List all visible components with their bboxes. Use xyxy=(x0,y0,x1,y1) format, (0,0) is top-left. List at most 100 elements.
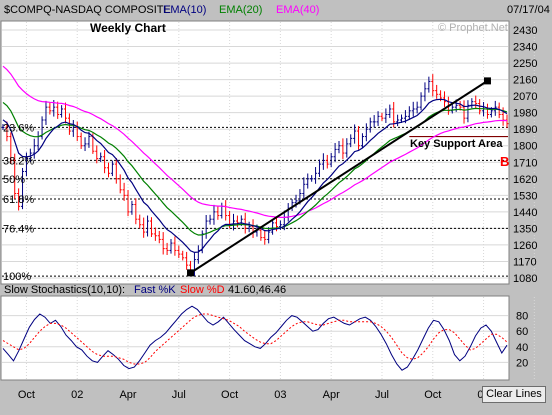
price-bar xyxy=(474,95,478,109)
ema20-legend: EMA(20) xyxy=(219,4,262,16)
fib-level-label: 50% xyxy=(3,174,25,186)
price-bar xyxy=(360,133,364,149)
price-bar xyxy=(462,100,466,124)
stochastic-title: Slow Stochastics(10,10): xyxy=(4,284,125,296)
key-support-label: Key Support Area xyxy=(410,138,503,150)
price-bar xyxy=(415,101,419,114)
price-bar xyxy=(333,142,337,162)
price-bar xyxy=(384,108,388,124)
price-bar xyxy=(114,158,118,184)
stochastic-tick-label: 60 xyxy=(516,326,528,338)
price-bar xyxy=(302,177,306,200)
price-bar xyxy=(427,76,431,93)
trendline-end-handle[interactable] xyxy=(483,77,491,85)
time-tick-label: Oct xyxy=(221,389,238,401)
price-bar xyxy=(400,114,404,123)
price-bar xyxy=(212,204,216,225)
price-bar xyxy=(5,121,9,142)
price-bar xyxy=(1,124,5,131)
trendline-start-handle[interactable] xyxy=(187,269,195,277)
price-bar xyxy=(376,111,380,126)
price-bar xyxy=(216,206,220,220)
price-bar xyxy=(83,137,87,152)
price-bar xyxy=(157,230,161,244)
chart-title: $COMPQ-NASDAQ COMPOSITE xyxy=(4,4,171,16)
trendline[interactable] xyxy=(189,80,489,274)
time-tick-label: Jul xyxy=(172,389,186,401)
stochastic-tick-label: 80 xyxy=(516,311,528,323)
price-bar xyxy=(138,214,142,229)
price-bar xyxy=(13,153,17,199)
price-bar xyxy=(314,167,318,184)
price-bar xyxy=(165,242,169,256)
price-bar xyxy=(71,120,75,137)
chart-date: 07/17/04 xyxy=(507,4,550,16)
time-tick-label: 03 xyxy=(274,389,286,401)
price-bar xyxy=(75,121,79,142)
fast-k-line xyxy=(2,305,508,371)
price-bar xyxy=(466,100,470,123)
price-bar xyxy=(423,82,427,102)
trendline-group[interactable] xyxy=(187,77,491,277)
fib-level-label: 100% xyxy=(3,271,31,283)
price-bar xyxy=(380,112,384,121)
price-bar xyxy=(177,245,181,259)
price-bar xyxy=(9,132,13,164)
point-b-label: B xyxy=(500,154,509,169)
price-bar xyxy=(263,230,267,245)
price-bar xyxy=(267,227,271,244)
price-tick-label: 1710 xyxy=(513,157,537,169)
price-tick-label: 2070 xyxy=(513,91,537,103)
price-tick-label: 2340 xyxy=(513,42,537,54)
time-tick-label: 02 xyxy=(71,389,83,401)
price-bar xyxy=(411,101,415,117)
price-bar xyxy=(306,173,310,189)
watermark: © Prophet.Net xyxy=(438,22,508,34)
price-bar xyxy=(32,138,36,159)
price-bar xyxy=(388,104,392,119)
price-bar xyxy=(372,115,376,128)
price-bar xyxy=(497,102,501,119)
price-bar xyxy=(126,190,130,217)
price-bar xyxy=(110,160,114,177)
price-bar xyxy=(149,217,153,237)
price-tick-label: 1260 xyxy=(513,240,537,252)
price-tick-label: 1980 xyxy=(513,108,537,120)
stochastic-panel xyxy=(0,295,510,381)
price-tick-label: 1170 xyxy=(513,256,537,268)
stochastic-axis-labels: 80 60 40 20 xyxy=(516,311,528,370)
price-tick-label: 2250 xyxy=(513,58,537,70)
price-tick-label: 2160 xyxy=(513,75,537,87)
price-tick-label: 1350 xyxy=(513,223,537,235)
price-bar xyxy=(478,99,482,115)
price-bar xyxy=(419,92,423,111)
price-tick-label: 1530 xyxy=(513,190,537,202)
price-bar xyxy=(44,100,48,126)
price-bar xyxy=(337,140,341,154)
price-bar xyxy=(208,214,212,225)
fast-k-legend: Fast %K xyxy=(134,284,176,296)
ema10-legend: EMA(10) xyxy=(163,4,206,16)
price-bar xyxy=(79,132,83,149)
price-bar xyxy=(161,232,165,255)
fibonacci-labels: 23.6% 38.2% 50% 61.8% 76.4% 100% xyxy=(3,122,34,283)
price-bar xyxy=(99,152,103,162)
price-bar xyxy=(122,182,126,201)
price-bar xyxy=(353,124,357,144)
price-bar xyxy=(317,159,321,177)
fibonacci-lines xyxy=(2,126,508,277)
price-bar xyxy=(349,134,353,148)
price-bar xyxy=(243,212,247,234)
price-bar xyxy=(173,236,177,256)
price-bar xyxy=(130,200,134,215)
price-bar xyxy=(106,162,110,178)
stochastic-values: 41.60,46.46 xyxy=(228,284,286,296)
clear-lines-button[interactable]: Clear Lines xyxy=(482,386,546,403)
price-bar xyxy=(341,138,345,159)
price-bar xyxy=(325,154,329,169)
price-bar xyxy=(64,102,68,124)
weekly-chart-label: Weekly Chart xyxy=(90,21,166,35)
price-bar xyxy=(368,117,372,133)
price-bar xyxy=(450,103,454,114)
